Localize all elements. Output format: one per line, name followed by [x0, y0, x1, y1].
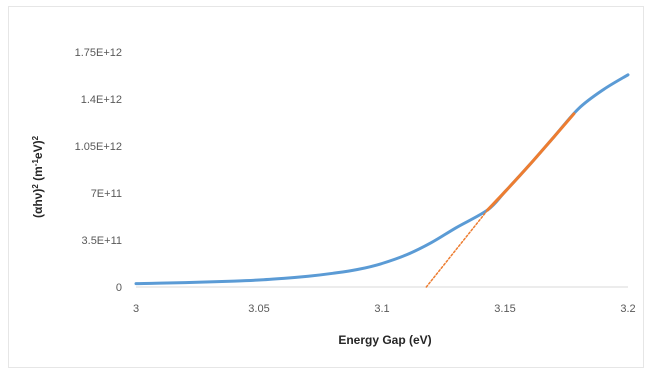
y-tick-label: 7E+11 — [91, 188, 122, 200]
x-axis-ticks: 3 3.05 3.1 3.15 3.2 — [133, 303, 636, 315]
y-title-text: (αhν) — [31, 189, 45, 218]
y-tick-label: 1.75E+12 — [75, 47, 122, 59]
series-layer — [134, 73, 630, 288]
y-title-text: eV) — [31, 140, 45, 159]
y-title-superscript: -1 — [31, 159, 40, 167]
x-axis-title: Energy Gap (eV) — [338, 333, 431, 347]
x-tick-label: 3.2 — [620, 303, 635, 315]
y-title-superscript: 2 — [31, 135, 40, 140]
y-title-text: (m — [31, 166, 45, 184]
y-axis-ticks: 0 3.5E+11 7E+11 1.05E+12 1.4E+12 1.75E+12 — [75, 47, 122, 294]
y-axis-title: (αhν)2 (m-1eV)2 — [31, 135, 46, 218]
absorption-curve — [134, 73, 630, 286]
linear-fit-segment — [486, 112, 576, 212]
extrapolation-line — [425, 209, 489, 288]
x-tick-label: 3.1 — [374, 303, 389, 315]
y-tick-label: 3.5E+11 — [82, 235, 122, 247]
x-tick-label: 3.15 — [494, 303, 515, 315]
y-tick-label: 0 — [116, 282, 122, 294]
y-tick-label: 1.4E+12 — [81, 94, 122, 106]
chart-frame — [8, 6, 644, 368]
x-tick-label: 3 — [133, 303, 139, 315]
y-title-superscript: 2 — [31, 184, 40, 189]
y-tick-label: 1.05E+12 — [75, 141, 122, 153]
x-tick-label: 3.05 — [248, 303, 269, 315]
